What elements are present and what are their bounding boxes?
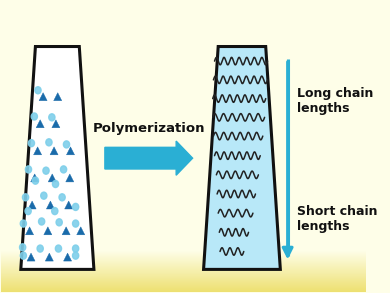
- Bar: [1, 269, 366, 270]
- Polygon shape: [39, 93, 47, 101]
- Text: Polymerization: Polymerization: [92, 122, 205, 135]
- Bar: [1, 263, 366, 264]
- Circle shape: [52, 207, 58, 214]
- Bar: [1, 253, 366, 254]
- Polygon shape: [27, 253, 35, 261]
- Circle shape: [73, 203, 79, 210]
- Bar: [1, 258, 366, 259]
- Bar: [1, 268, 366, 269]
- FancyArrow shape: [105, 141, 193, 175]
- Polygon shape: [50, 147, 58, 155]
- Circle shape: [64, 141, 69, 148]
- Circle shape: [25, 207, 31, 214]
- Bar: [1, 279, 366, 280]
- Bar: [1, 271, 366, 272]
- Bar: [1, 257, 366, 258]
- Polygon shape: [36, 120, 44, 128]
- Circle shape: [41, 192, 47, 199]
- Bar: [1, 254, 366, 255]
- Circle shape: [31, 113, 37, 120]
- Polygon shape: [48, 174, 56, 182]
- Bar: [1, 265, 366, 266]
- Polygon shape: [54, 93, 62, 101]
- Polygon shape: [45, 253, 53, 261]
- Circle shape: [20, 244, 26, 251]
- Polygon shape: [31, 174, 39, 182]
- Circle shape: [73, 245, 79, 252]
- Circle shape: [60, 166, 67, 173]
- Circle shape: [20, 220, 27, 227]
- Bar: [1, 282, 366, 283]
- Circle shape: [49, 114, 55, 121]
- Polygon shape: [28, 201, 36, 209]
- Polygon shape: [77, 227, 85, 235]
- Bar: [1, 285, 366, 286]
- Circle shape: [37, 245, 43, 252]
- Circle shape: [59, 194, 65, 201]
- Polygon shape: [34, 147, 42, 155]
- Polygon shape: [65, 201, 73, 209]
- Polygon shape: [44, 227, 52, 235]
- Polygon shape: [46, 201, 55, 209]
- Polygon shape: [204, 47, 280, 269]
- Bar: [1, 251, 366, 252]
- Polygon shape: [66, 147, 74, 155]
- Circle shape: [20, 252, 27, 259]
- Circle shape: [52, 180, 58, 188]
- Polygon shape: [26, 227, 34, 235]
- Circle shape: [35, 87, 41, 94]
- Circle shape: [28, 140, 34, 147]
- Bar: [1, 289, 366, 290]
- Bar: [1, 264, 366, 265]
- Bar: [1, 291, 366, 292]
- Circle shape: [46, 139, 52, 146]
- Circle shape: [56, 219, 62, 226]
- Bar: [1, 273, 366, 274]
- Circle shape: [39, 218, 45, 225]
- Circle shape: [32, 177, 39, 184]
- Bar: [1, 260, 366, 261]
- Bar: [1, 261, 366, 262]
- Text: Long chain
lengths: Long chain lengths: [297, 87, 373, 115]
- Polygon shape: [64, 253, 72, 261]
- Circle shape: [25, 166, 32, 173]
- Bar: [1, 276, 366, 277]
- Circle shape: [23, 194, 28, 201]
- Bar: [1, 267, 366, 268]
- Bar: [1, 252, 366, 253]
- Bar: [1, 278, 366, 279]
- Bar: [1, 262, 366, 263]
- Bar: [1, 274, 366, 275]
- Text: Short chain
lengths: Short chain lengths: [297, 205, 377, 234]
- Circle shape: [55, 245, 62, 252]
- Polygon shape: [66, 174, 74, 182]
- Bar: [1, 255, 366, 256]
- Bar: [1, 272, 366, 273]
- Polygon shape: [21, 47, 94, 269]
- Circle shape: [73, 252, 79, 259]
- Polygon shape: [52, 120, 60, 128]
- Bar: [1, 266, 366, 267]
- Bar: [1, 286, 366, 287]
- Bar: [1, 256, 366, 257]
- Polygon shape: [62, 227, 70, 235]
- Bar: [1, 290, 366, 291]
- Circle shape: [43, 167, 49, 174]
- Bar: [1, 284, 366, 285]
- Bar: [1, 277, 366, 278]
- Bar: [1, 280, 366, 281]
- Bar: [1, 270, 366, 271]
- Bar: [1, 287, 366, 288]
- Bar: [1, 283, 366, 284]
- Bar: [1, 275, 366, 276]
- Bar: [1, 288, 366, 289]
- Bar: [1, 259, 366, 260]
- Bar: [1, 281, 366, 282]
- Circle shape: [73, 220, 79, 227]
